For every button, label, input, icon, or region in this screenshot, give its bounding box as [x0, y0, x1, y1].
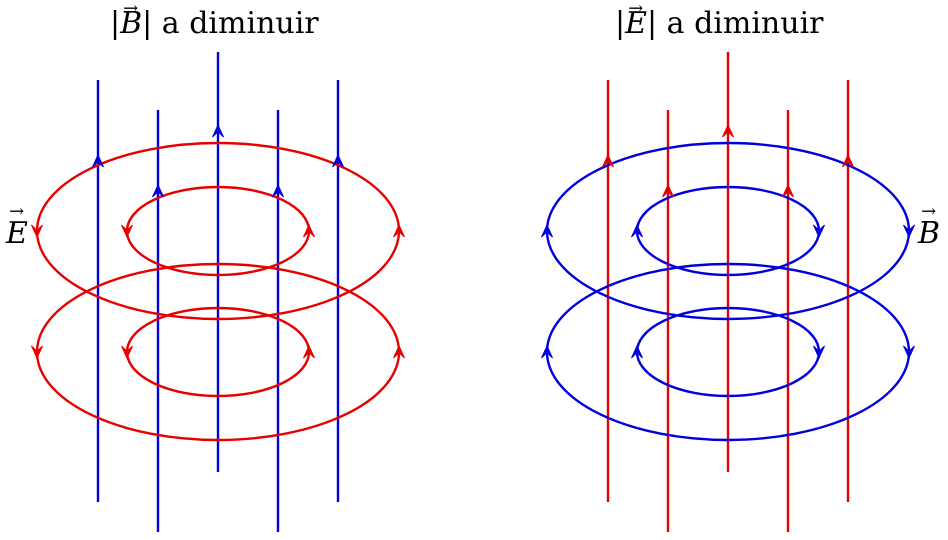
right-upper-inner-loop-arrow-right — [813, 224, 825, 239]
right-lower-inner-loop-arrow-right — [813, 345, 825, 360]
right-upper-inner-loop-arrow-left — [631, 223, 643, 238]
right-field-label: B — [918, 201, 940, 251]
right-field-symbol: B — [918, 201, 940, 251]
left-upper-inner-loop-arrow-left — [121, 224, 133, 239]
right-upper-outer-loop-arrow-left — [541, 223, 553, 238]
left-lower-outer-loop-arrow-right — [393, 344, 405, 359]
right-field-line-2-arrow — [662, 183, 674, 198]
right-title-prefix: | — [615, 6, 626, 41]
left-title-suffix: | a diminuir — [142, 6, 319, 41]
left-upper-inner-loop-arrow-right — [303, 223, 315, 238]
right-lower-outer-loop-arrow-left — [541, 344, 553, 359]
right-field-line-1-arrow — [602, 153, 614, 168]
left-title-symbol: B — [120, 0, 142, 46]
left-panel-title: |B| a diminuir — [110, 0, 319, 46]
right-field-line-5-arrow — [842, 153, 854, 168]
left-field-line-5-arrow — [332, 153, 344, 168]
left-field-line-4-arrow — [272, 183, 284, 198]
left-field-line-3-arrow — [212, 123, 224, 138]
left-lower-inner-loop-arrow-left — [121, 345, 133, 360]
left-upper-outer-loop-arrow-right — [393, 223, 405, 238]
right-title-symbol: E — [625, 0, 647, 46]
left-field-line-1-arrow — [92, 153, 104, 168]
left-lower-inner-loop-arrow-right — [303, 344, 315, 359]
right-title-suffix: | a diminuir — [647, 6, 824, 41]
right-lower-inner-loop-arrow-left — [631, 344, 643, 359]
left-field-line-2-arrow — [152, 183, 164, 198]
right-field-line-4-arrow — [782, 183, 794, 198]
right-lower-outer-loop-arrow-right — [903, 345, 915, 360]
right-upper-outer-loop-arrow-right — [903, 224, 915, 239]
left-upper-outer-loop-arrow-left — [31, 224, 43, 239]
left-title-prefix: | — [110, 6, 121, 41]
left-lower-outer-loop-arrow-left — [31, 345, 43, 360]
left-field-label: E — [6, 201, 28, 251]
right-panel-title: |E| a diminuir — [615, 0, 824, 46]
right-field-line-3-arrow — [722, 123, 734, 138]
left-field-symbol: E — [6, 201, 28, 251]
